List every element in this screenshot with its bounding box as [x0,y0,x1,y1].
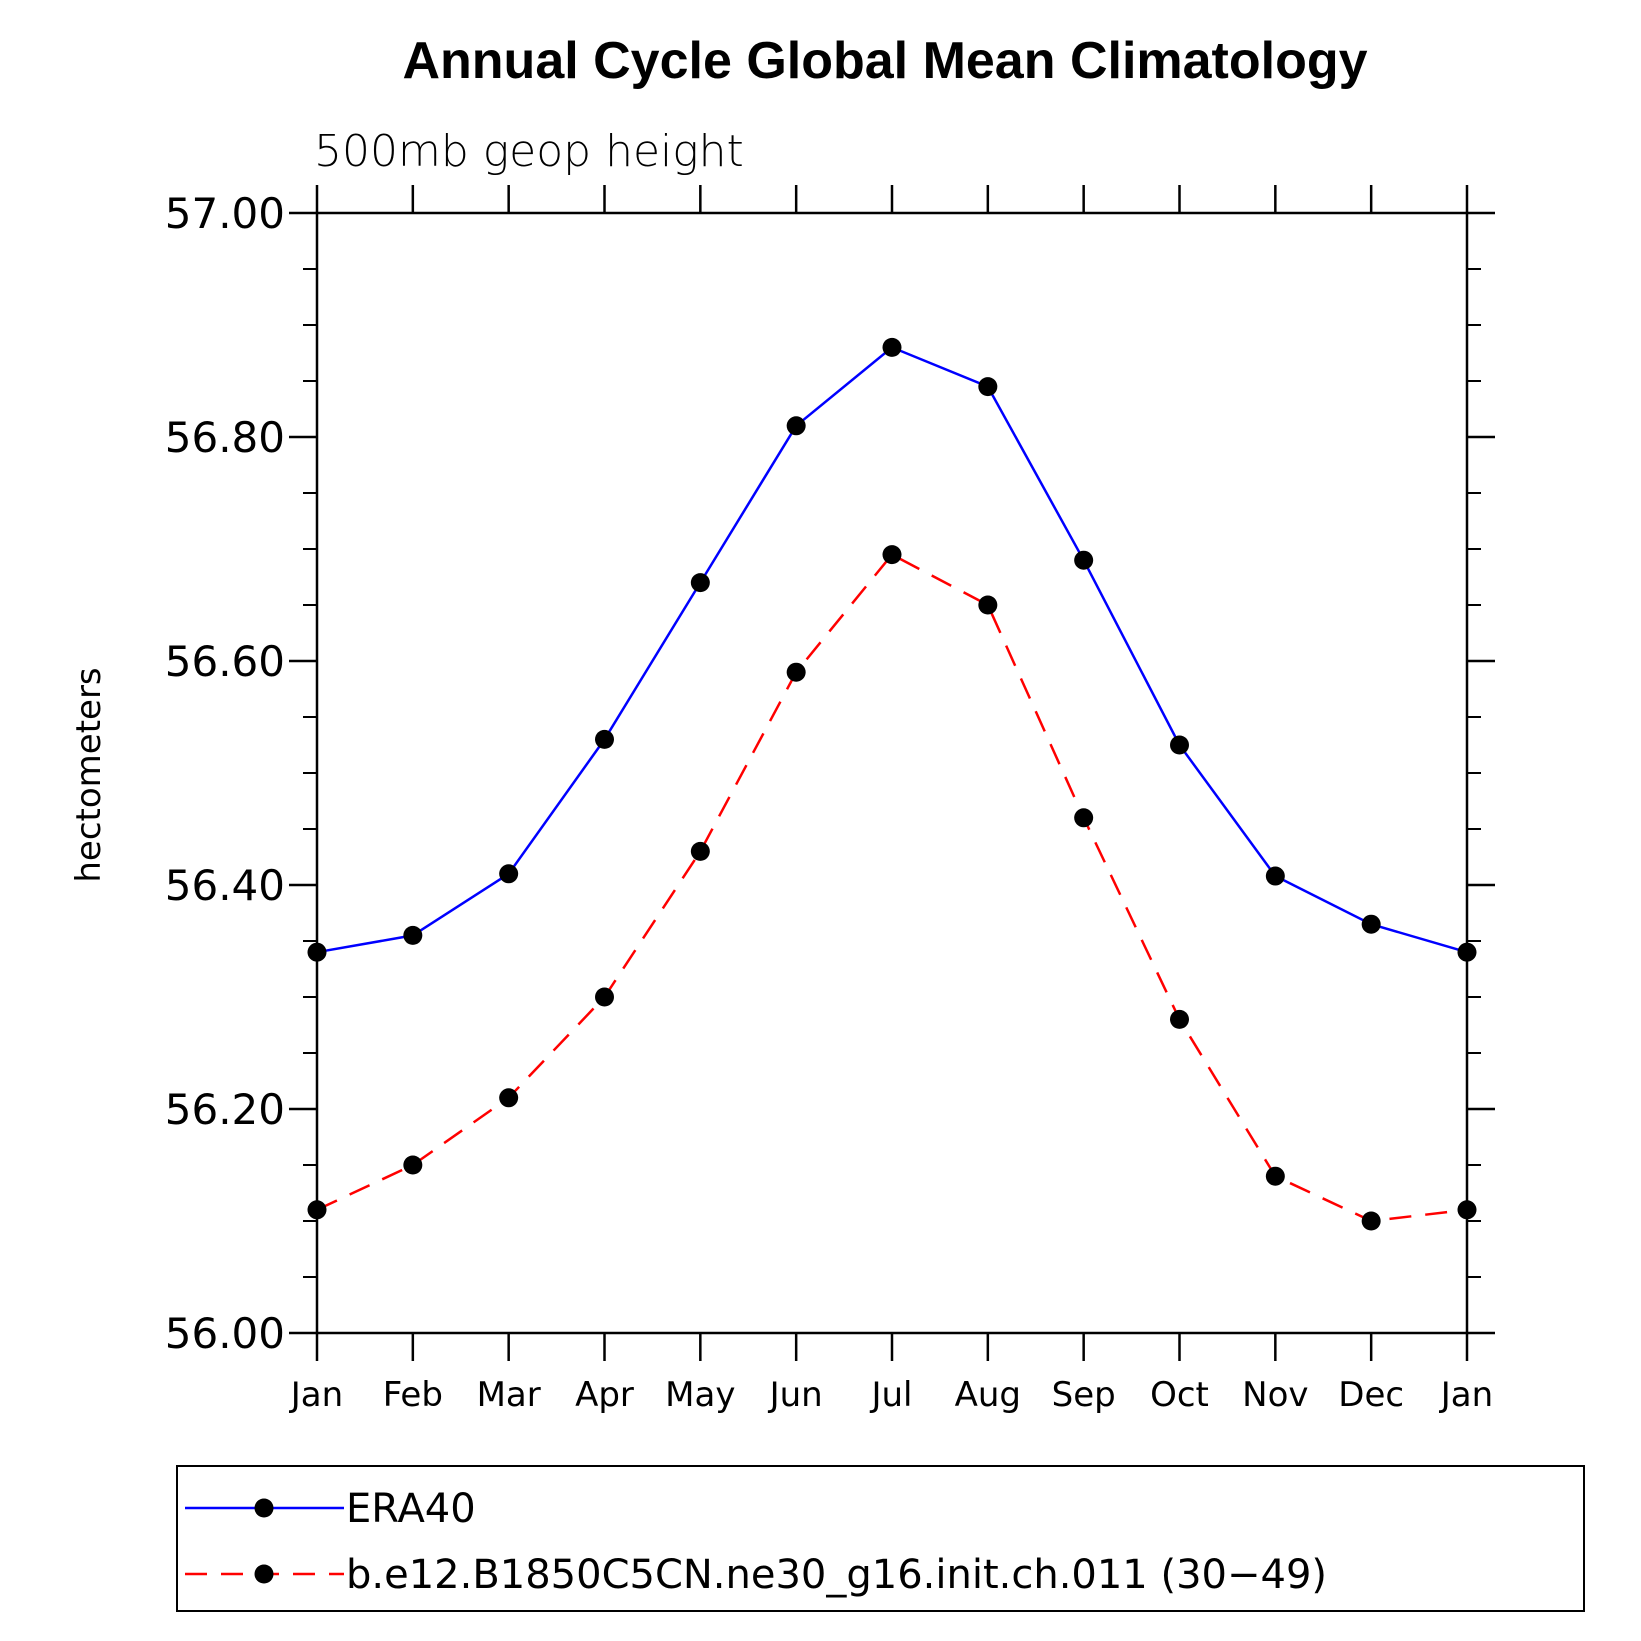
x-tick-label: Dec [1338,1375,1404,1415]
series-point [690,841,710,861]
legend: ERA40 b.e12.B1850C5CN.ne30_g16.init.ch.01… [176,1465,1585,1612]
series-point [1265,866,1285,886]
series-point [499,864,519,884]
series-point [403,925,423,945]
series-point [1074,808,1094,828]
x-tick-label: Aug [955,1375,1021,1415]
x-tick-label: Sep [1052,1375,1116,1415]
series-point [1457,1200,1477,1220]
series-point [786,416,806,436]
series-point [1074,550,1094,570]
y-axis-label: hectometers [69,667,109,882]
chart-subtitle: 500mb geop height [314,126,744,177]
y-tick-label: 56.40 [165,861,285,910]
x-tick-label: Mar [477,1375,541,1415]
plot-frame [315,211,1469,1335]
x-tick-label: Jul [869,1375,912,1415]
series-point [978,377,998,397]
x-tick-label: Jan [289,1375,343,1415]
series-point [1265,1166,1285,1186]
y-tick-label: 56.00 [165,1309,285,1358]
series-point [882,545,902,565]
legend-label: b.e12.B1850C5CN.ne30_g16.init.ch.011 (30… [346,1552,1327,1598]
series-line [316,553,1468,1223]
series-layer [307,337,1477,1231]
series-point [595,729,614,749]
series-point [403,1155,423,1175]
plot-axes: 56.00 56.20 56.40 56.60 56.80 57.00 Jan Feb Mar A… [165,185,1495,1415]
x-tick-label: Jan [1439,1375,1493,1415]
series-point [786,662,806,682]
legend-label: ERA40 [346,1486,476,1532]
series-point [690,573,710,593]
x-tick-label: Jun [768,1375,823,1415]
x-tick-label: May [665,1375,735,1415]
legend-marker [254,1498,274,1518]
series-point [1170,1009,1189,1029]
chart-title: Annual Cycle Global Mean Climatology [402,32,1367,90]
series-point [1170,735,1189,755]
series-point [595,987,614,1007]
x-tick-label: Feb [383,1375,443,1415]
y-tick-label: 56.60 [165,637,285,686]
x-tick-label: Oct [1150,1375,1209,1415]
y-tick-label: 57.00 [165,189,285,238]
x-tick-label: Nov [1242,1375,1308,1415]
series-point [882,337,902,357]
series-line [316,345,1468,954]
series-point [499,1088,519,1108]
series-point [1361,914,1381,934]
y-tick-label: 56.20 [165,1085,285,1134]
legend-box [176,1465,1585,1612]
x-tick-label: Apr [575,1375,634,1415]
series-point [978,595,998,615]
y-tick-label: 56.80 [165,413,285,462]
series-point [1361,1211,1381,1231]
series-point [307,942,327,962]
series-point [307,1200,327,1220]
series-point [1457,942,1477,962]
legend-marker [254,1564,274,1584]
